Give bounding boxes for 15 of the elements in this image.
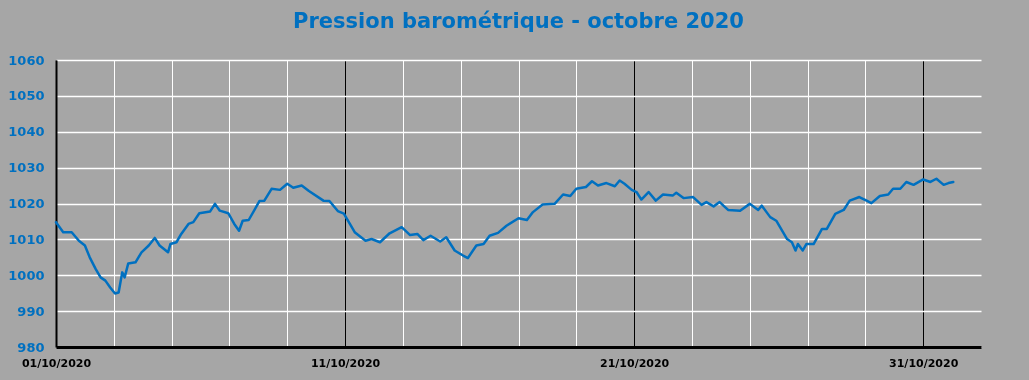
chart-title: Pression barométrique - octobre 2020: [293, 9, 744, 33]
y-tick-label: 1040: [8, 124, 45, 140]
x-tick-label: 21/10/2020: [599, 356, 670, 370]
x-tick-label: 11/10/2020: [310, 356, 381, 370]
y-tick-label: 1050: [8, 88, 45, 104]
y-tick-label: 980: [17, 339, 45, 355]
x-tick-label: 01/10/2020: [21, 356, 92, 370]
line-series: [54, 177, 955, 295]
y-tick-label: 990: [17, 303, 45, 319]
y-tick-label: 1060: [8, 52, 45, 68]
y-tick-label: 1020: [8, 196, 45, 211]
y-tick-label: 1000: [8, 267, 45, 283]
y-tick-label: 1010: [8, 231, 45, 247]
x-tick-label: 31/10/2020: [889, 356, 959, 370]
y-tick-label: 1030: [8, 160, 45, 176]
